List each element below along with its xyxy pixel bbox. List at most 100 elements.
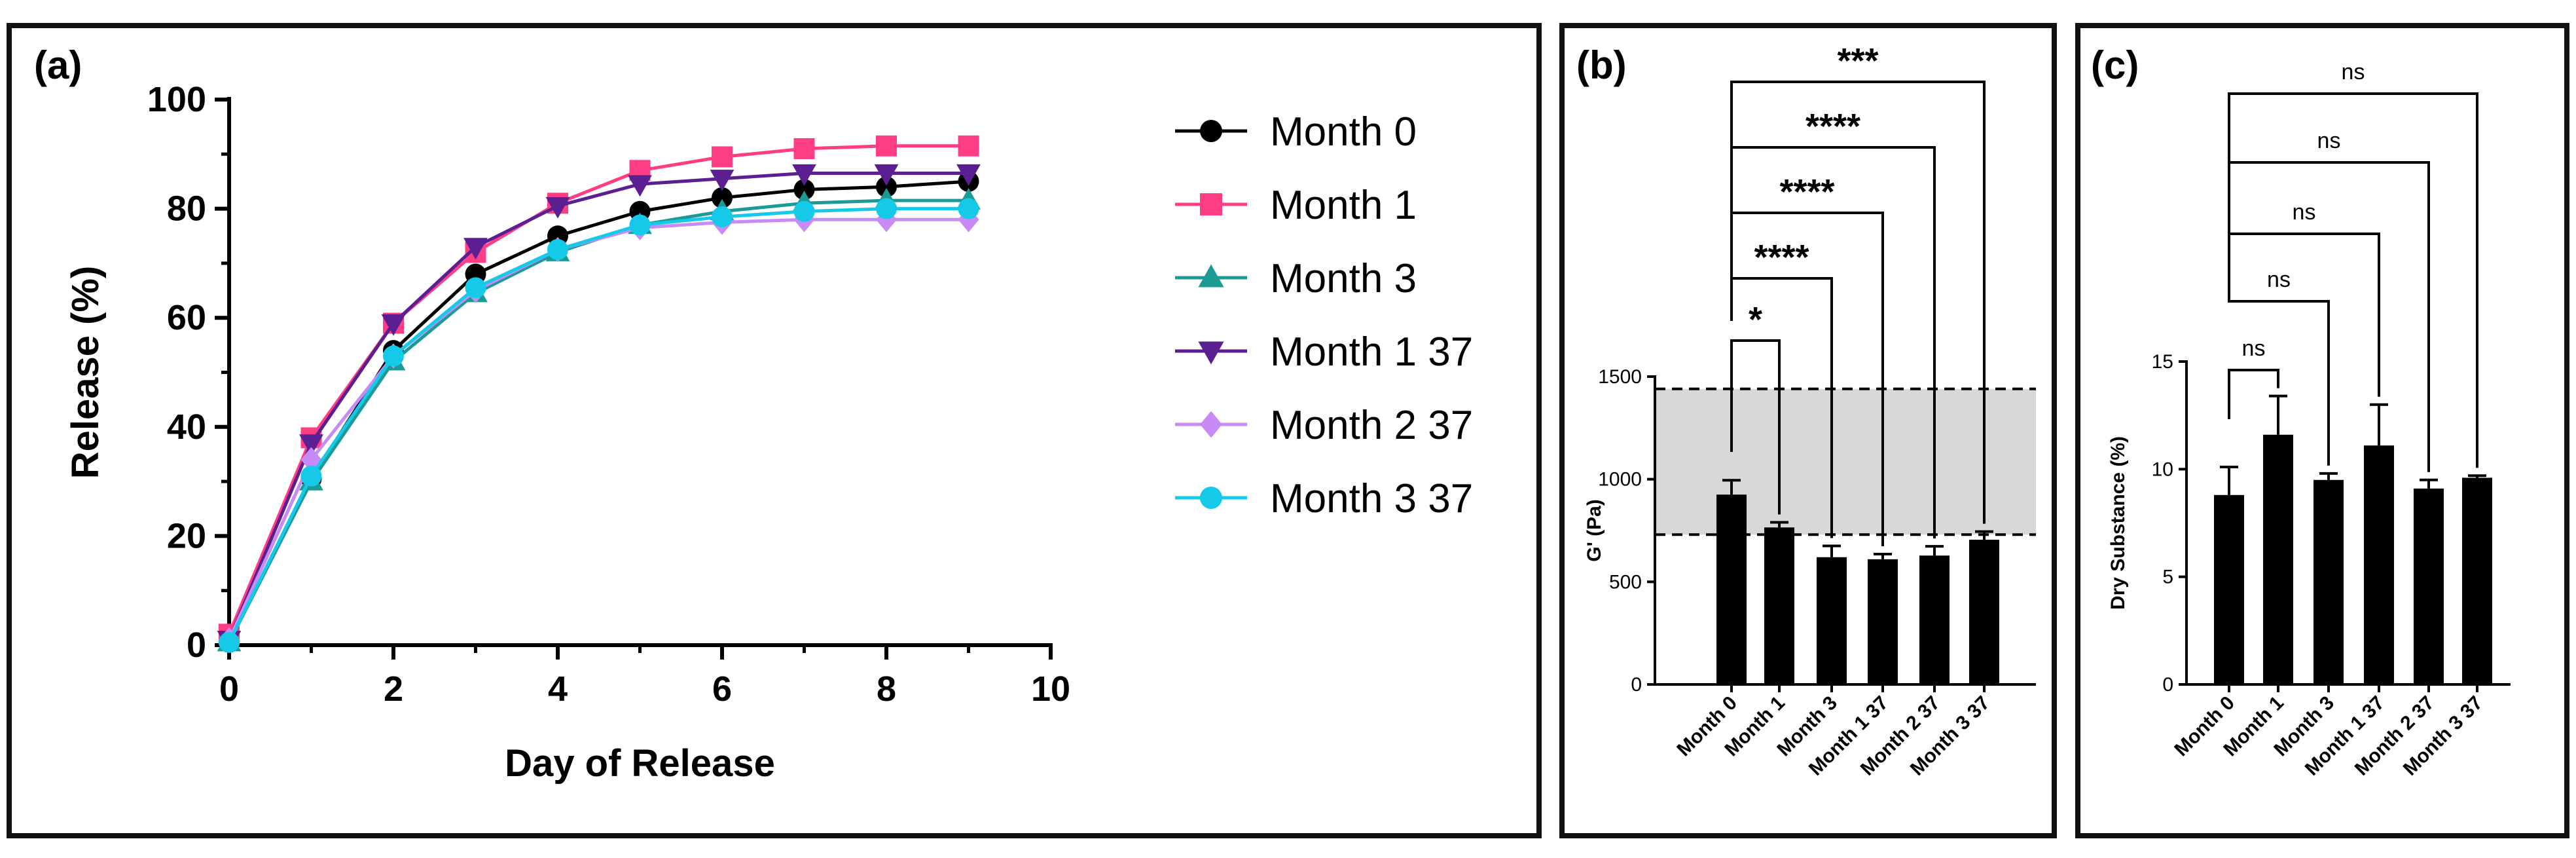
a-legend-label: Month 3 37 <box>1270 476 1473 521</box>
a-x-tick-label: 8 <box>877 669 896 709</box>
c-y-tick-label: 10 <box>2152 458 2173 480</box>
b-panel-label: (b) <box>1576 43 1627 87</box>
c-significance-bracket <box>2228 369 2279 419</box>
a-y-tick-label: 80 <box>167 189 206 229</box>
b-reference-band <box>1655 388 2036 535</box>
a-series-line <box>227 217 969 641</box>
a-x-tick-label: 0 <box>219 669 239 709</box>
a-data-point <box>465 277 486 299</box>
c-significance-label: ns <box>2267 267 2291 292</box>
b-bar <box>1764 527 1794 684</box>
b-y-tick-label: 500 <box>1609 571 1642 593</box>
a-data-point <box>545 196 570 219</box>
a-data-point <box>710 170 735 191</box>
b-significance-bracket <box>1730 81 1986 524</box>
c-panel-label: (c) <box>2091 43 2139 87</box>
a-legend-label: Month 0 <box>1270 109 1417 155</box>
c-y-tick-label: 0 <box>2162 674 2173 696</box>
a-data-point <box>712 206 733 228</box>
a-x-tick-label: 10 <box>1031 669 1070 709</box>
b-bar <box>1969 540 1999 684</box>
a-y-tick-label: 100 <box>147 80 206 119</box>
a-y-tick-label: 0 <box>187 625 206 665</box>
c-significance-label: ns <box>2342 60 2365 84</box>
a-data-point <box>793 200 815 222</box>
a-data-point <box>958 198 979 219</box>
c-bar <box>2414 488 2444 684</box>
a-data-point <box>629 214 651 236</box>
a-legend-marker <box>1198 264 1224 288</box>
c-significance-label: ns <box>2242 336 2266 361</box>
a-data-point <box>876 176 897 198</box>
a-data-point <box>299 434 323 456</box>
a-x-tick-label: 4 <box>548 669 568 709</box>
a-y-tick-label: 60 <box>167 298 206 337</box>
c-y-tick-label: 5 <box>2162 567 2173 588</box>
a-y-tick-label: 40 <box>167 407 206 447</box>
a-legend-label: Month 1 <box>1270 183 1417 228</box>
c-significance-bracket <box>2228 233 2380 397</box>
a-data-point <box>547 239 568 261</box>
a-data-point <box>874 164 899 186</box>
b-y-tick-label: 1500 <box>1598 366 1642 388</box>
b-significance-label: **** <box>1779 172 1834 212</box>
a-y-axis-title: Release (%) <box>64 266 107 479</box>
c-significance-label: ns <box>2293 200 2316 225</box>
c-significance-label: ns <box>2317 128 2341 153</box>
b-significance-label: **** <box>1805 107 1860 146</box>
b-significance-label: *** <box>1837 41 1878 81</box>
a-data-point <box>300 465 322 487</box>
a-series-line <box>227 207 969 643</box>
b-bar <box>1817 557 1847 684</box>
b-y-tick-label: 0 <box>1631 674 1642 696</box>
a-data-point <box>876 198 897 219</box>
a-data-point <box>463 238 488 260</box>
panel-c <box>2075 23 2569 838</box>
b-significance-label: * <box>1749 300 1762 339</box>
a-y-tick-label: 20 <box>167 516 206 555</box>
a-series-line <box>227 179 969 643</box>
c-bar <box>2214 494 2244 684</box>
c-bar <box>2263 434 2293 684</box>
c-bar <box>2313 479 2344 684</box>
a-legend-marker <box>1200 193 1222 215</box>
a-data-point <box>792 164 816 186</box>
c-significance-bracket <box>2228 298 2330 466</box>
a-data-point <box>712 146 733 168</box>
b-y-axis-title: G' (Pa) <box>1584 499 1605 561</box>
c-significance-bracket <box>2228 92 2478 468</box>
a-series-line <box>227 171 969 641</box>
a-data-point <box>956 164 981 186</box>
panel-a <box>7 23 1542 838</box>
a-data-point <box>958 135 979 157</box>
b-bar <box>1868 559 1898 684</box>
a-data-point <box>381 314 406 336</box>
a-legend-marker <box>1200 411 1222 438</box>
a-legend-marker <box>1200 487 1222 509</box>
a-legend-marker <box>1198 341 1224 365</box>
c-bar <box>2462 477 2492 684</box>
a-x-tick-label: 2 <box>384 669 403 709</box>
a-data-point <box>793 138 815 159</box>
a-legend-label: Month 1 37 <box>1270 329 1473 375</box>
c-bar <box>2364 445 2394 684</box>
a-legend-label: Month 3 <box>1270 256 1417 301</box>
b-significance-bracket <box>1730 339 1781 515</box>
a-x-tick-label: 6 <box>712 669 732 709</box>
c-y-tick-label: 15 <box>2152 351 2173 373</box>
a-data-point <box>793 179 815 200</box>
a-legend-label: Month 2 37 <box>1270 403 1473 448</box>
panel-a-label: (a) <box>34 43 82 87</box>
a-data-point <box>383 345 404 367</box>
b-significance-label: **** <box>1754 238 1809 277</box>
a-x-axis-title: Day of Release <box>505 742 775 785</box>
a-data-point <box>219 631 240 653</box>
a-data-point <box>712 187 733 208</box>
b-bar <box>1716 494 1747 684</box>
b-y-tick-label: 1000 <box>1598 469 1642 491</box>
a-data-point <box>876 135 897 157</box>
a-data-point <box>628 175 652 197</box>
b-bar <box>1919 555 1950 684</box>
c-y-axis-title: Dry Substance (%) <box>2107 436 2129 610</box>
